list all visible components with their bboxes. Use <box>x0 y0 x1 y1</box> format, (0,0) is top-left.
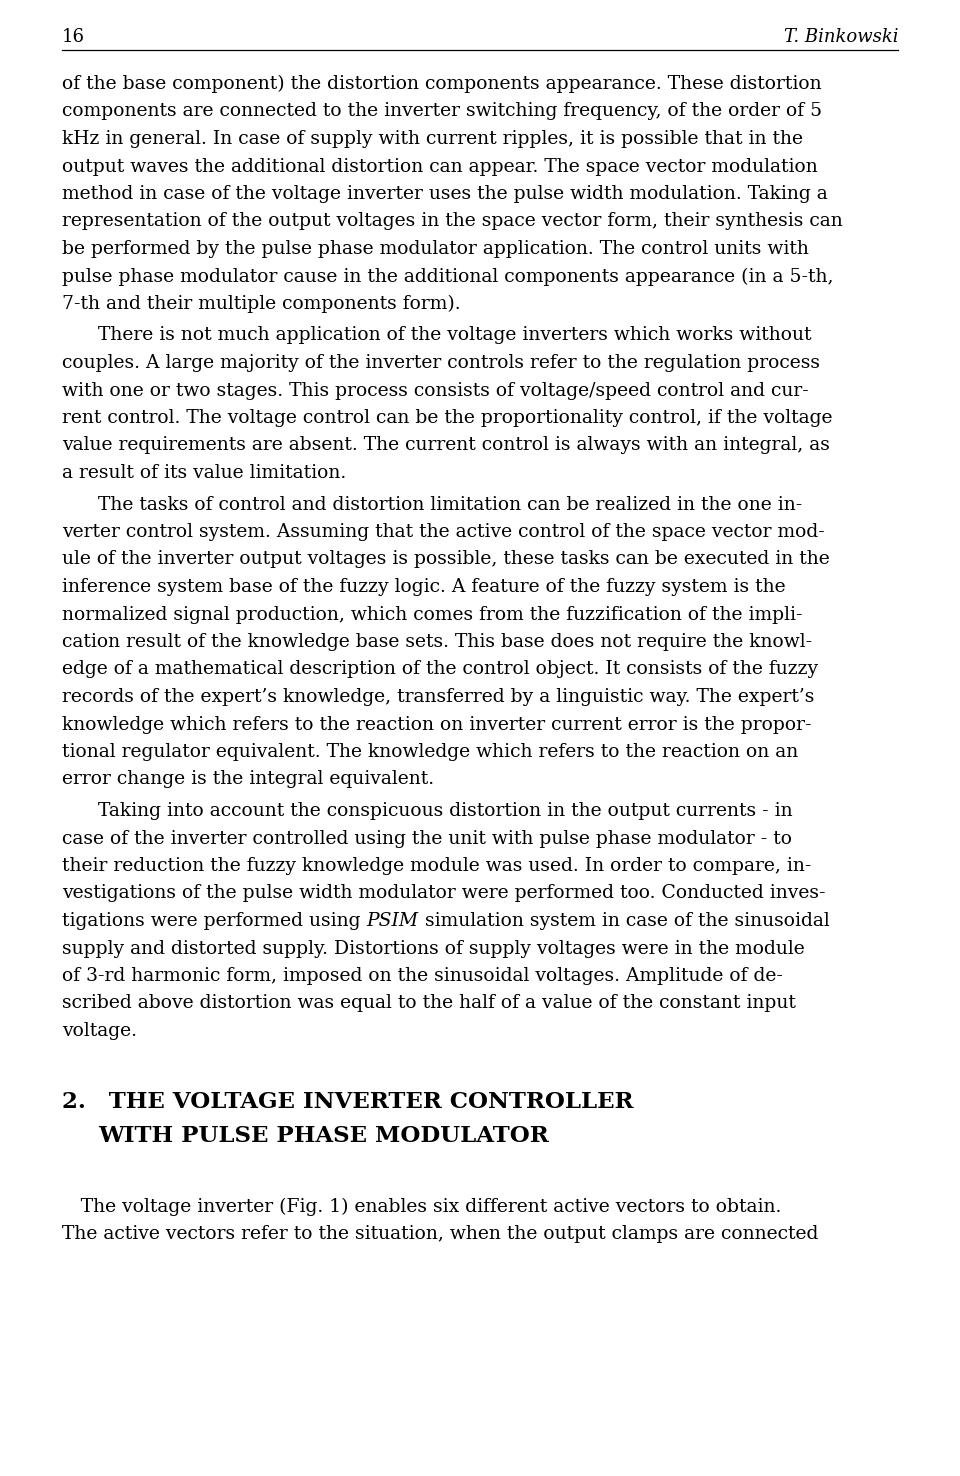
Text: The voltage inverter (Fig. 1) enables six different active vectors to obtain.: The voltage inverter (Fig. 1) enables si… <box>62 1197 781 1216</box>
Text: 2. THE VOLTAGE INVERTER CONTROLLER: 2. THE VOLTAGE INVERTER CONTROLLER <box>62 1091 634 1113</box>
Text: kHz in general. In case of supply with current ripples, it is possible that in t: kHz in general. In case of supply with c… <box>62 130 803 148</box>
Text: verter control system. Assuming that the active control of the space vector mod-: verter control system. Assuming that the… <box>62 523 825 542</box>
Text: inference system base of the fuzzy logic. A feature of the fuzzy system is the: inference system base of the fuzzy logic… <box>62 579 785 596</box>
Text: scribed above distortion was equal to the half of a value of the constant input: scribed above distortion was equal to th… <box>62 995 796 1013</box>
Text: a result of its value limitation.: a result of its value limitation. <box>62 463 347 483</box>
Text: method in case of the voltage inverter uses the pulse width modulation. Taking a: method in case of the voltage inverter u… <box>62 184 828 204</box>
Text: value requirements are absent. The current control is always with an integral, a: value requirements are absent. The curre… <box>62 437 829 455</box>
Text: Taking into account the conspicuous distortion in the output currents - in: Taking into account the conspicuous dist… <box>98 801 793 821</box>
Text: simulation system in case of the sinusoidal: simulation system in case of the sinusoi… <box>419 912 829 930</box>
Text: normalized signal production, which comes from the fuzzification of the impli-: normalized signal production, which come… <box>62 605 803 623</box>
Text: ule of the inverter output voltages is possible, these tasks can be executed in : ule of the inverter output voltages is p… <box>62 551 829 568</box>
Text: 16: 16 <box>62 28 85 46</box>
Text: their reduction the fuzzy knowledge module was used. In order to compare, in-: their reduction the fuzzy knowledge modu… <box>62 858 811 875</box>
Text: output waves the additional distortion can appear. The space vector modulation: output waves the additional distortion c… <box>62 158 818 176</box>
Text: records of the expert’s knowledge, transferred by a linguistic way. The expert’s: records of the expert’s knowledge, trans… <box>62 688 814 706</box>
Text: with one or two stages. This process consists of voltage/speed control and cur-: with one or two stages. This process con… <box>62 381 808 400</box>
Text: tigations were performed using: tigations were performed using <box>62 912 367 930</box>
Text: of 3-rd harmonic form, imposed on the sinusoidal voltages. Amplitude of de-: of 3-rd harmonic form, imposed on the si… <box>62 967 782 984</box>
Text: error change is the integral equivalent.: error change is the integral equivalent. <box>62 770 434 788</box>
Text: components are connected to the inverter switching frequency, of the order of 5: components are connected to the inverter… <box>62 102 822 121</box>
Text: voltage.: voltage. <box>62 1021 137 1041</box>
Text: There is not much application of the voltage inverters which works without: There is not much application of the vol… <box>98 326 811 344</box>
Text: couples. A large majority of the inverter controls refer to the regulation proce: couples. A large majority of the inverte… <box>62 354 820 372</box>
Text: The tasks of control and distortion limitation can be realized in the one in-: The tasks of control and distortion limi… <box>98 496 803 514</box>
Text: PSIM: PSIM <box>367 912 419 930</box>
Text: of the base component) the distortion components appearance. These distortion: of the base component) the distortion co… <box>62 75 822 93</box>
Text: representation of the output voltages in the space vector form, their synthesis : representation of the output voltages in… <box>62 213 843 230</box>
Text: knowledge which refers to the reaction on inverter current error is the propor-: knowledge which refers to the reaction o… <box>62 716 811 734</box>
Text: supply and distorted supply. Distortions of supply voltages were in the module: supply and distorted supply. Distortions… <box>62 940 804 958</box>
Text: be performed by the pulse phase modulator application. The control units with: be performed by the pulse phase modulato… <box>62 241 809 258</box>
Text: tional regulator equivalent. The knowledge which refers to the reaction on an: tional regulator equivalent. The knowled… <box>62 742 799 762</box>
Text: T. Binkowski: T. Binkowski <box>783 28 898 46</box>
Text: edge of a mathematical description of the control object. It consists of the fuz: edge of a mathematical description of th… <box>62 660 818 679</box>
Text: case of the inverter controlled using the unit with pulse phase modulator - to: case of the inverter controlled using th… <box>62 830 792 847</box>
Text: pulse phase modulator cause in the additional components appearance (in a 5-th,: pulse phase modulator cause in the addit… <box>62 267 833 286</box>
Text: vestigations of the pulse width modulator were performed too. Conducted inves-: vestigations of the pulse width modulato… <box>62 884 826 902</box>
Text: The active vectors refer to the situation, when the output clamps are connected: The active vectors refer to the situatio… <box>62 1225 818 1243</box>
Text: WITH PULSE PHASE MODULATOR: WITH PULSE PHASE MODULATOR <box>98 1125 549 1147</box>
Text: cation result of the knowledge base sets. This base does not require the knowl-: cation result of the knowledge base sets… <box>62 633 812 651</box>
Text: rent control. The voltage control can be the proportionality control, if the vol: rent control. The voltage control can be… <box>62 409 832 427</box>
Text: 7-th and their multiple components form).: 7-th and their multiple components form)… <box>62 295 461 313</box>
